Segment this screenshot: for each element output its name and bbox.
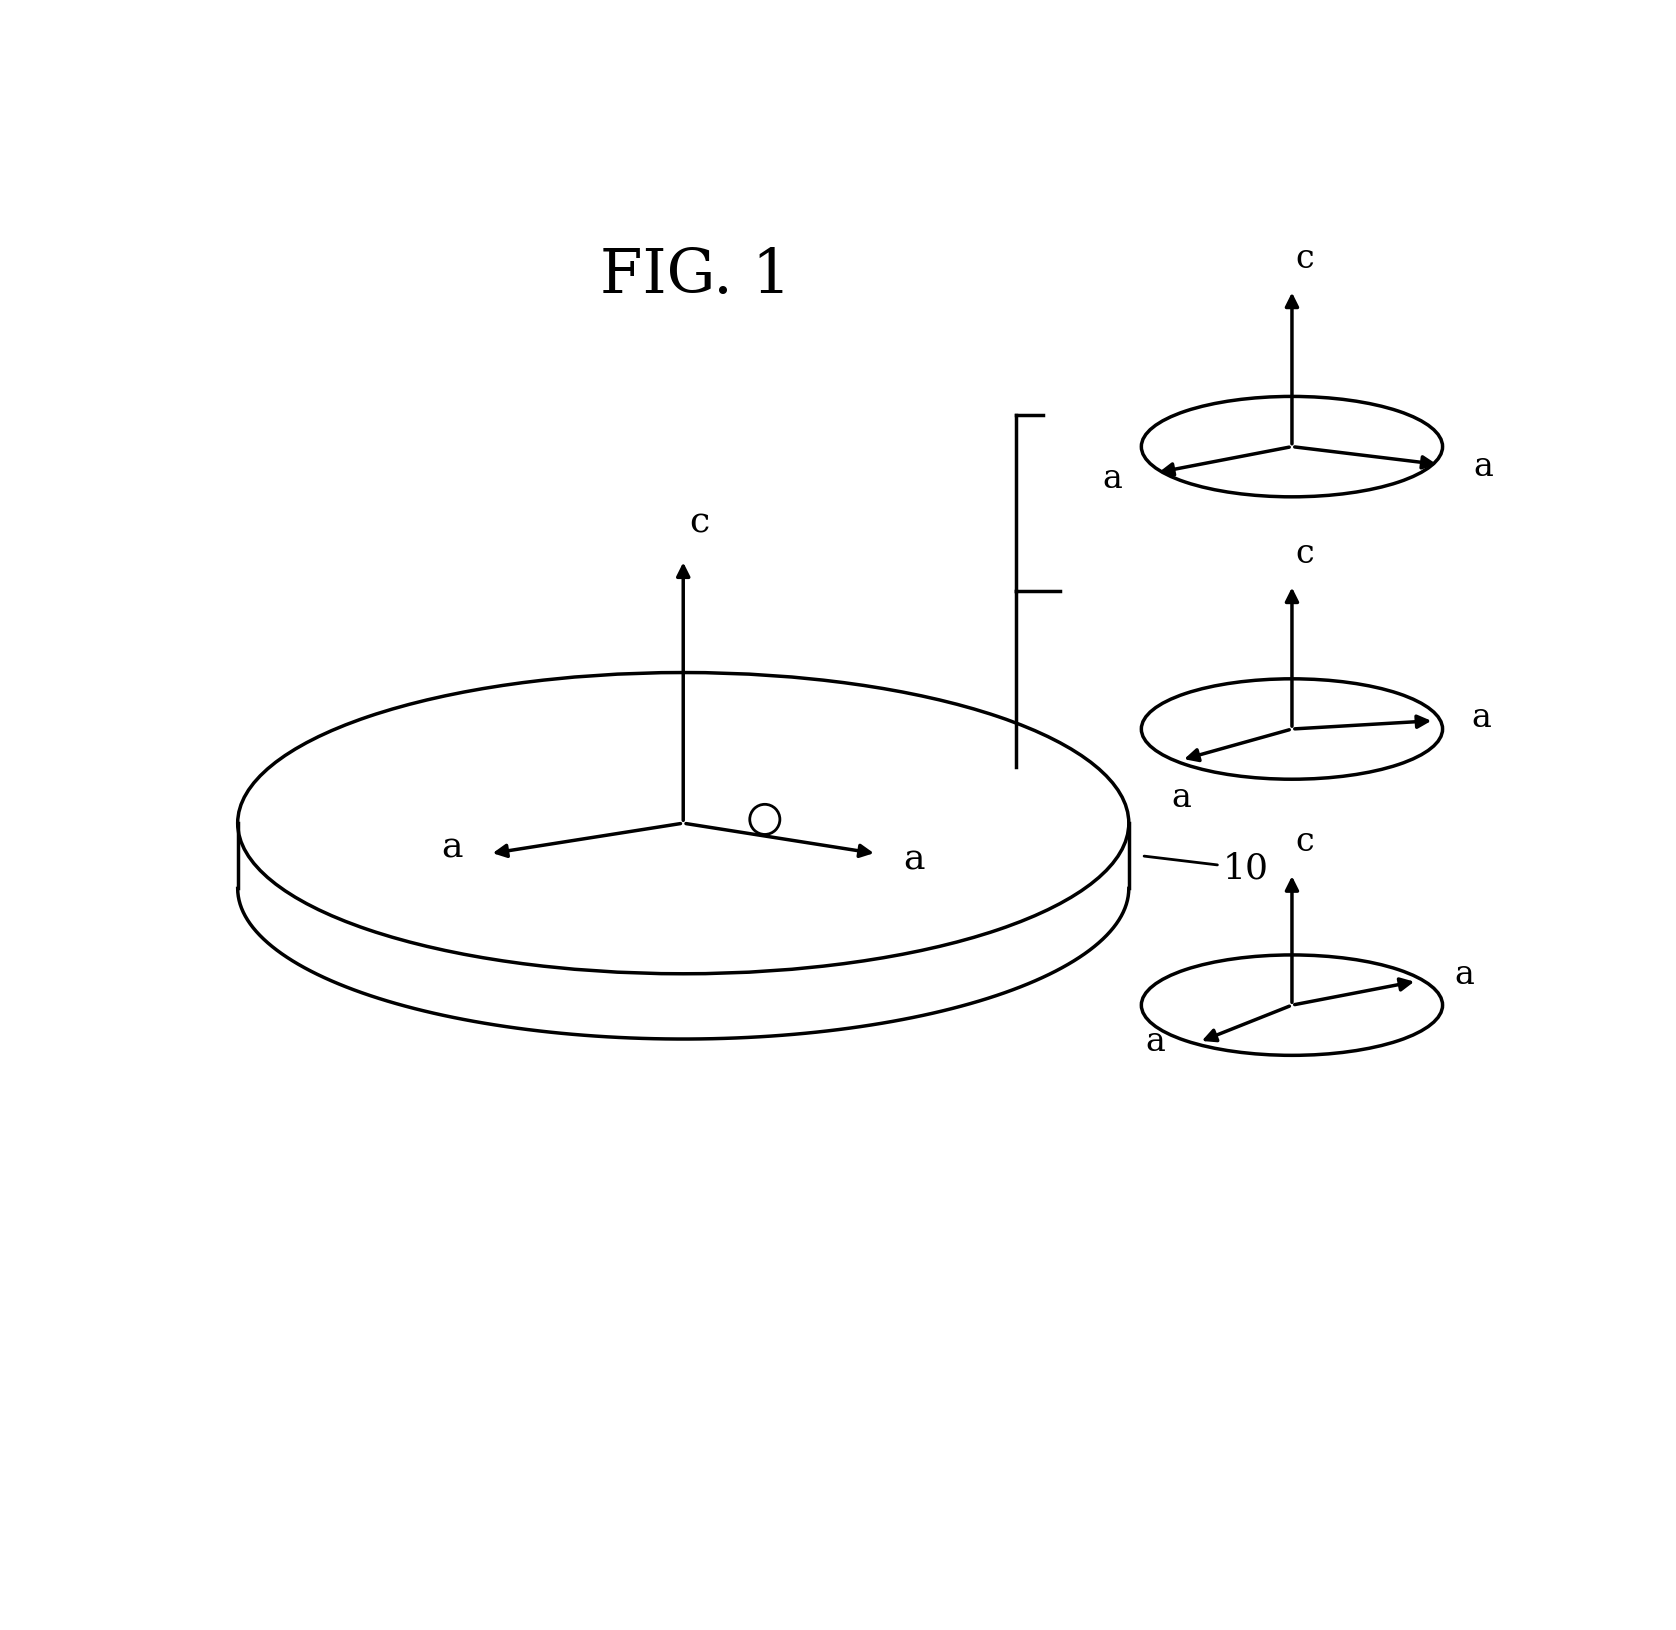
- Text: a: a: [903, 843, 925, 877]
- Text: FIG. 1: FIG. 1: [600, 246, 791, 306]
- Text: a: a: [1455, 958, 1475, 991]
- Text: a: a: [1473, 452, 1493, 482]
- Text: a: a: [1145, 1025, 1165, 1058]
- Text: c: c: [1296, 538, 1314, 569]
- Text: c: c: [689, 505, 709, 540]
- Text: c: c: [1296, 243, 1314, 275]
- Text: a: a: [1472, 703, 1492, 734]
- Text: a: a: [1103, 463, 1123, 496]
- Text: a: a: [441, 830, 463, 864]
- Text: a: a: [1172, 782, 1192, 813]
- Text: 10: 10: [1145, 851, 1269, 885]
- Text: c: c: [1296, 826, 1314, 859]
